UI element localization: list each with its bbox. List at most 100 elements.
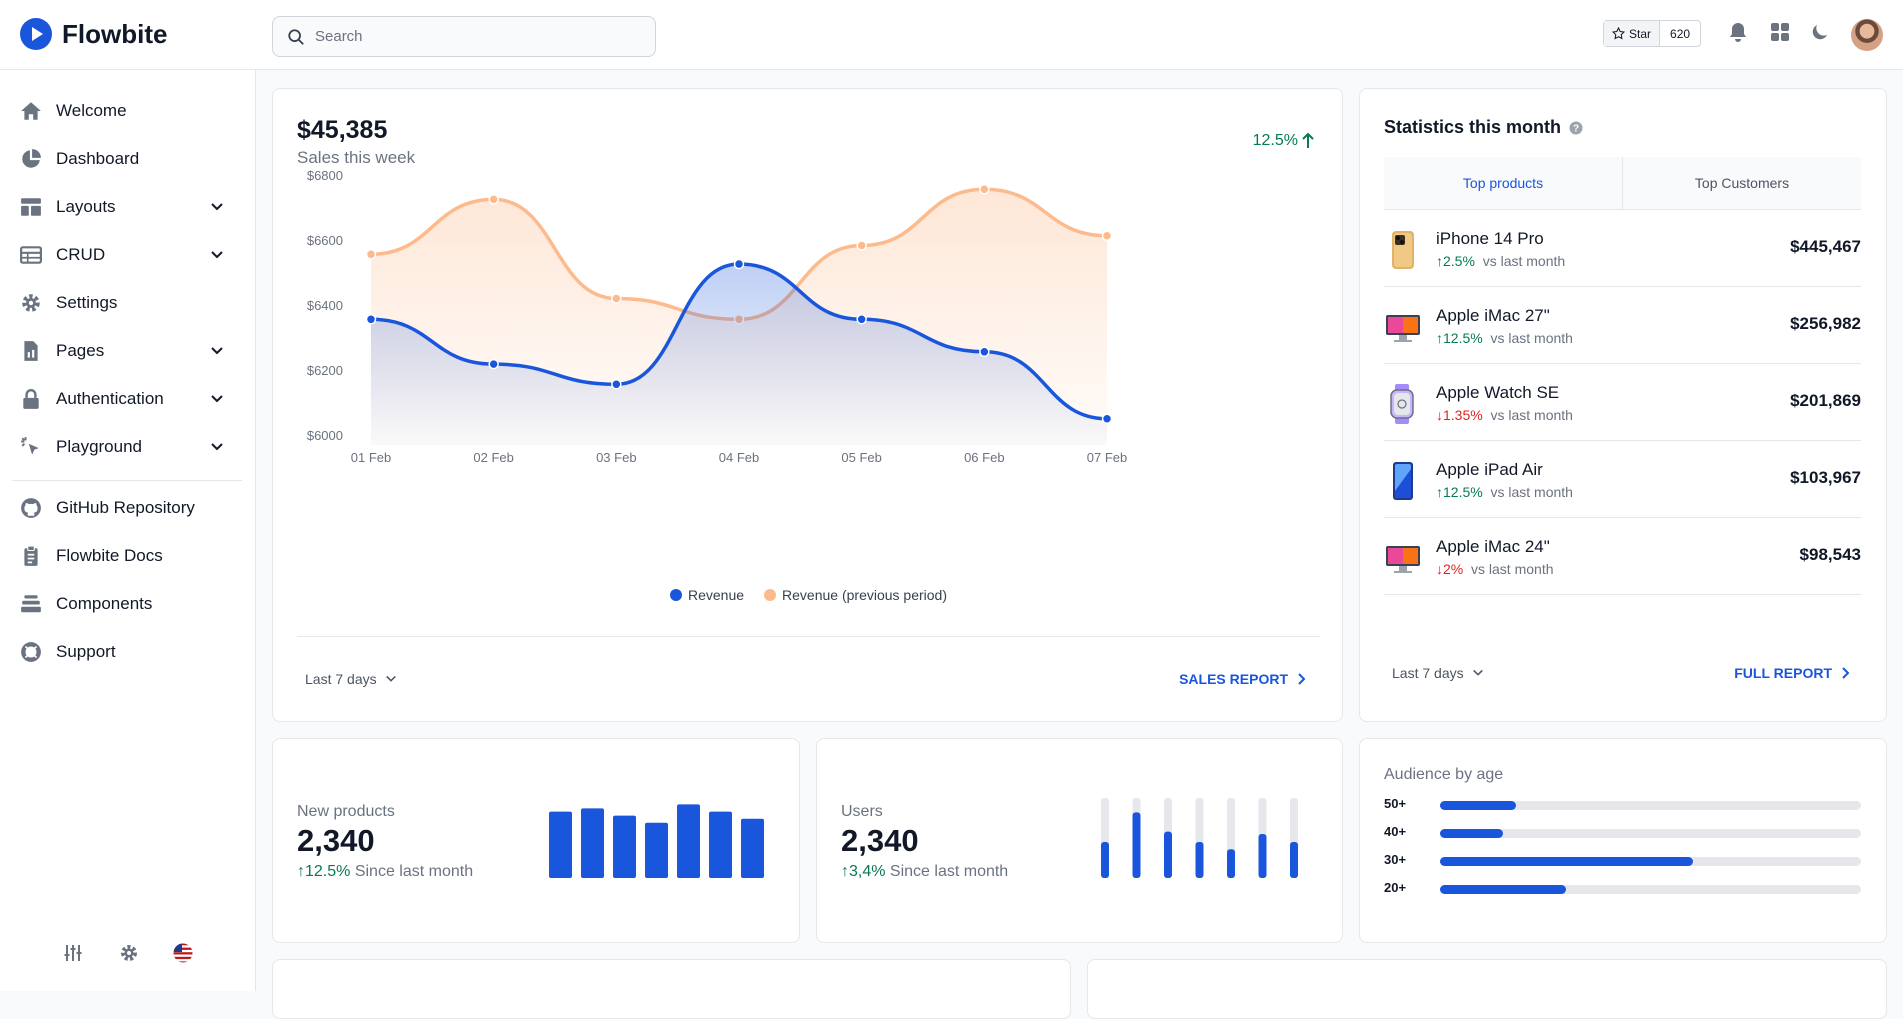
product-row[interactable]: Apple iMac 27" ↑12.5% vs last month $256… xyxy=(1384,287,1861,364)
sidebar-item-settings[interactable]: Settings xyxy=(20,283,236,323)
product-change: ↑2.5% vs last month xyxy=(1436,253,1566,269)
sidebar-item-layouts[interactable]: Layouts xyxy=(20,187,236,227)
data-point xyxy=(979,184,990,195)
logo[interactable]: Flowbite xyxy=(20,18,167,50)
audience-row-label: 20+ xyxy=(1384,880,1407,895)
adjustments-icon[interactable] xyxy=(63,943,83,963)
change-arrow-up-icon: ↑ xyxy=(841,863,849,880)
sidebar-link-github[interactable]: GitHub Repository xyxy=(20,488,236,528)
stats-range-dropdown[interactable]: Last 7 days xyxy=(1392,665,1484,681)
sidebar-item-label: CRUD xyxy=(56,245,106,264)
data-point xyxy=(488,358,499,370)
sales-report-link[interactable]: SALES REPORT xyxy=(1179,671,1306,687)
data-point xyxy=(488,194,499,205)
x-tick-label: 03 Feb xyxy=(596,450,636,465)
product-name: Apple iMac 24" xyxy=(1436,537,1550,556)
product-value: $445,467 xyxy=(1790,237,1861,256)
search-icon xyxy=(288,29,304,45)
bar xyxy=(709,811,732,878)
audience-row-label: 30+ xyxy=(1384,852,1407,867)
audience-progress-fill xyxy=(1440,885,1567,894)
product-change: ↑12.5% vs last month xyxy=(1436,330,1573,346)
github-star-button[interactable]: Star 620 xyxy=(1603,20,1702,47)
product-row[interactable]: Apple iMac 24" ↓2% vs last month $98,543 xyxy=(1384,518,1861,595)
full-report-label: FULL REPORT xyxy=(1734,665,1832,681)
bar xyxy=(1101,842,1109,878)
sidebar-item-dashboard[interactable]: Dashboard xyxy=(20,139,236,179)
chevron-down-icon xyxy=(1472,669,1483,676)
moon-icon[interactable] xyxy=(1810,22,1830,42)
sidebar-item-pages[interactable]: Pages xyxy=(20,331,236,371)
product-row[interactable]: iPhone 14 Pro ↑2.5% vs last month $445,4… xyxy=(1384,210,1861,287)
tab-top-products[interactable]: Top products xyxy=(1384,157,1623,209)
legend-item-previous[interactable]: Revenue (previous period) xyxy=(764,587,947,603)
sidebar-link-label: GitHub Repository xyxy=(56,498,195,517)
search-input[interactable]: Search xyxy=(272,16,656,57)
home-icon xyxy=(21,102,41,120)
audience-progress-fill xyxy=(1440,857,1693,866)
sidebar-item-label: Dashboard xyxy=(56,149,140,168)
x-tick-label: 06 Feb xyxy=(964,450,1004,465)
product-change: ↓2% vs last month xyxy=(1436,561,1554,577)
full-report-link[interactable]: FULL REPORT xyxy=(1734,665,1850,681)
iphone-image xyxy=(1392,231,1414,269)
layout-icon xyxy=(21,198,41,216)
sidebar-link-label: Components xyxy=(56,594,153,613)
top-navbar: Flowbite Search Star 620 xyxy=(0,0,1903,70)
imac-image xyxy=(1386,315,1420,342)
new-products-value: 2,340 xyxy=(297,823,375,858)
sidebar-link-flowbite-docs[interactable]: Flowbite Docs xyxy=(20,536,236,576)
change-arrow-down-icon: ↓ xyxy=(1436,407,1443,423)
sidebar-link-label: Support xyxy=(56,642,116,661)
product-row[interactable]: Apple iPad Air ↑12.5% vs last month $103… xyxy=(1384,441,1861,518)
bottom-right-card xyxy=(1087,959,1887,1019)
statistics-title: Statistics this month xyxy=(1384,117,1562,137)
sidebar-link-support[interactable]: Support xyxy=(20,632,236,672)
x-tick-label: 07 Feb xyxy=(1087,450,1127,465)
audience-progress-track xyxy=(1440,801,1861,810)
bell-icon[interactable] xyxy=(1728,22,1748,44)
chevron-down-icon xyxy=(211,203,223,211)
user-avatar[interactable] xyxy=(1851,19,1883,51)
users-value: 2,340 xyxy=(841,823,919,858)
audience-title: Audience by age xyxy=(1384,766,1504,783)
sales-range-dropdown[interactable]: Last 7 days xyxy=(305,671,397,687)
audience-row-label: 50+ xyxy=(1384,796,1407,811)
bar xyxy=(1132,812,1141,878)
product-row[interactable]: Apple Watch SE ↓1.35% vs last month $201… xyxy=(1384,364,1861,441)
product-value: $201,869 xyxy=(1790,391,1861,410)
clipboard-icon xyxy=(24,545,38,566)
bar xyxy=(1258,834,1267,878)
sidebar-item-crud[interactable]: CRUD xyxy=(20,235,236,275)
range-label: Last 7 days xyxy=(305,671,377,687)
apps-grid-icon[interactable] xyxy=(1770,22,1790,42)
legend-item-revenue[interactable]: Revenue xyxy=(669,587,745,603)
x-tick-label: 04 Feb xyxy=(719,450,759,465)
pie-chart-icon xyxy=(22,149,41,168)
gear-icon[interactable] xyxy=(119,943,139,963)
sidebar-item-playground[interactable]: Playground xyxy=(20,427,236,467)
change-arrow-up-icon: ↑ xyxy=(297,863,305,880)
info-icon[interactable]: ? xyxy=(1569,121,1583,135)
star-icon xyxy=(1612,27,1625,40)
chevron-down-icon xyxy=(385,675,396,682)
search-placeholder: Search xyxy=(315,28,363,45)
tab-top-customers[interactable]: Top Customers xyxy=(1623,157,1861,209)
statistics-title-row: Statistics this month ? xyxy=(1384,117,1583,138)
us-flag-icon[interactable] xyxy=(173,943,193,963)
star-count: 620 xyxy=(1670,26,1691,41)
sidebar-item-authentication[interactable]: Authentication xyxy=(20,379,236,419)
sidebar-item-welcome[interactable]: Welcome xyxy=(20,91,236,131)
bottom-left-card xyxy=(272,959,1071,1019)
sales-subtitle: Sales this week xyxy=(297,148,416,167)
product-value: $98,543 xyxy=(1799,545,1861,564)
sidebar-link-components[interactable]: Components xyxy=(20,584,236,624)
audience-progress-track xyxy=(1440,829,1861,838)
bar xyxy=(549,811,572,878)
watch-image xyxy=(1390,384,1414,424)
statistics-card: Statistics this month ? Top products Top… xyxy=(1359,88,1887,722)
legend-label: Revenue xyxy=(687,587,745,603)
bar xyxy=(1164,831,1172,878)
users-change: ↑3,4% Since last month xyxy=(841,863,1009,880)
y-tick-label: $6600 xyxy=(307,233,343,248)
